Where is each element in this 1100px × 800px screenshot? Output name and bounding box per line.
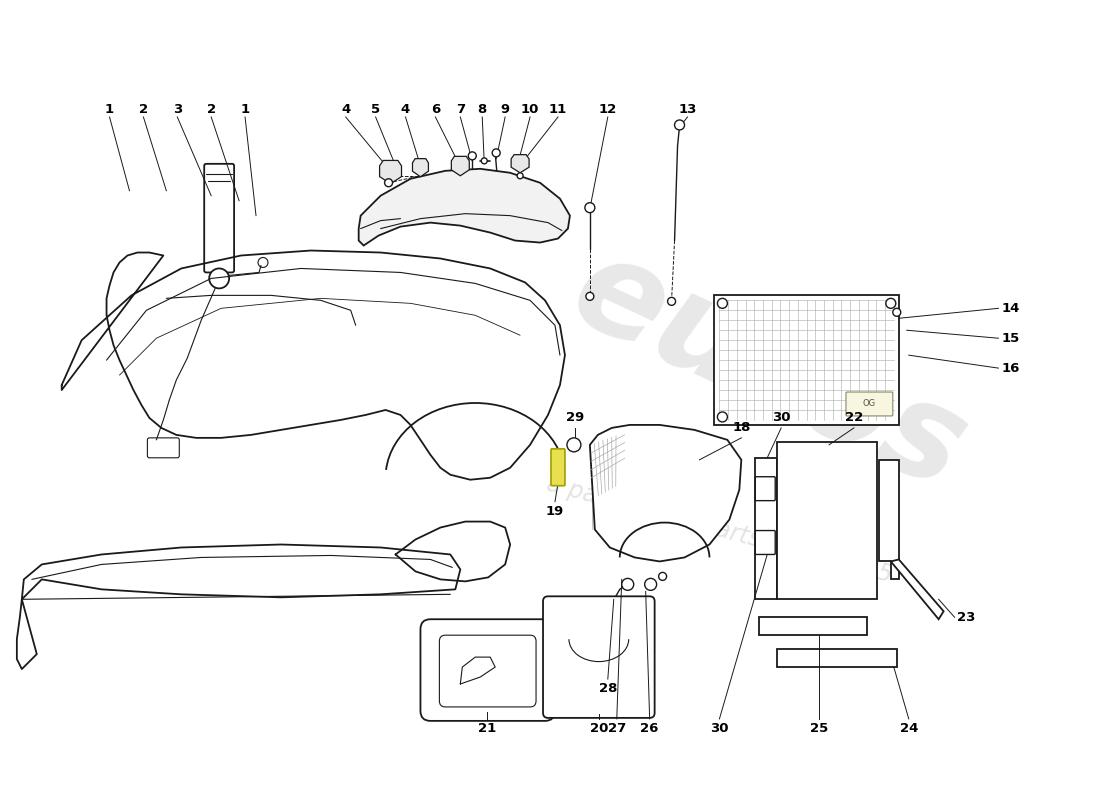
FancyBboxPatch shape [756, 530, 775, 554]
Bar [778, 442, 877, 599]
Circle shape [517, 173, 524, 178]
Text: 13: 13 [679, 102, 696, 115]
Circle shape [209, 269, 229, 288]
Polygon shape [379, 161, 401, 184]
Text: 25: 25 [810, 722, 828, 735]
Text: 4: 4 [341, 102, 350, 115]
Circle shape [717, 412, 727, 422]
Circle shape [893, 308, 901, 316]
Circle shape [258, 258, 268, 267]
Text: 18: 18 [733, 422, 750, 434]
Circle shape [586, 292, 594, 300]
Circle shape [659, 572, 667, 580]
Circle shape [645, 578, 657, 590]
Polygon shape [512, 154, 529, 173]
Bar [759, 618, 867, 635]
Circle shape [492, 149, 500, 157]
Circle shape [469, 152, 476, 160]
Text: 22: 22 [845, 411, 864, 425]
FancyBboxPatch shape [846, 392, 893, 416]
Text: 30: 30 [772, 411, 791, 425]
Text: 8: 8 [477, 102, 487, 115]
Circle shape [481, 158, 487, 164]
Text: 26: 26 [640, 722, 659, 735]
Text: a passion for parts since 1985: a passion for parts since 1985 [543, 472, 895, 587]
Circle shape [674, 120, 684, 130]
Circle shape [886, 298, 895, 308]
Text: 2: 2 [207, 102, 216, 115]
FancyBboxPatch shape [420, 619, 556, 721]
Text: 20: 20 [590, 722, 608, 735]
FancyBboxPatch shape [543, 596, 654, 718]
Text: 5: 5 [371, 102, 381, 115]
Polygon shape [451, 156, 470, 176]
Text: 15: 15 [1001, 332, 1020, 345]
FancyBboxPatch shape [205, 164, 234, 273]
FancyBboxPatch shape [147, 438, 179, 458]
FancyBboxPatch shape [439, 635, 536, 707]
Text: 30: 30 [711, 722, 728, 735]
Text: 19: 19 [546, 505, 564, 518]
Text: 4: 4 [400, 102, 410, 115]
Circle shape [717, 298, 727, 308]
Text: 10: 10 [521, 102, 539, 115]
Bar [778, 649, 896, 667]
Text: 3: 3 [173, 102, 182, 115]
Circle shape [668, 298, 675, 306]
Text: 6: 6 [431, 102, 440, 115]
Polygon shape [879, 460, 899, 579]
Text: 27: 27 [607, 722, 626, 735]
Bar [714, 295, 899, 425]
Circle shape [385, 178, 393, 186]
Text: 29: 29 [565, 411, 584, 425]
Circle shape [621, 578, 634, 590]
Text: 23: 23 [957, 610, 976, 624]
FancyBboxPatch shape [756, 477, 775, 501]
Text: 1: 1 [104, 102, 114, 115]
Polygon shape [412, 158, 428, 177]
Text: 2: 2 [139, 102, 148, 115]
Text: euros: euros [553, 224, 986, 516]
Text: 16: 16 [1001, 362, 1020, 374]
Text: 11: 11 [549, 102, 568, 115]
Text: 28: 28 [598, 682, 617, 695]
Text: 12: 12 [598, 102, 617, 115]
Circle shape [566, 438, 581, 452]
Polygon shape [590, 425, 741, 562]
Text: 24: 24 [900, 722, 917, 735]
Circle shape [585, 202, 595, 213]
Bar [756, 458, 778, 599]
Polygon shape [891, 559, 944, 619]
Text: 14: 14 [1001, 302, 1020, 315]
Text: 7: 7 [455, 102, 465, 115]
Text: OG: OG [862, 399, 876, 409]
Text: 21: 21 [478, 722, 496, 735]
Text: 1: 1 [241, 102, 250, 115]
Polygon shape [359, 169, 570, 246]
FancyBboxPatch shape [551, 449, 565, 486]
Text: 9: 9 [500, 102, 509, 115]
